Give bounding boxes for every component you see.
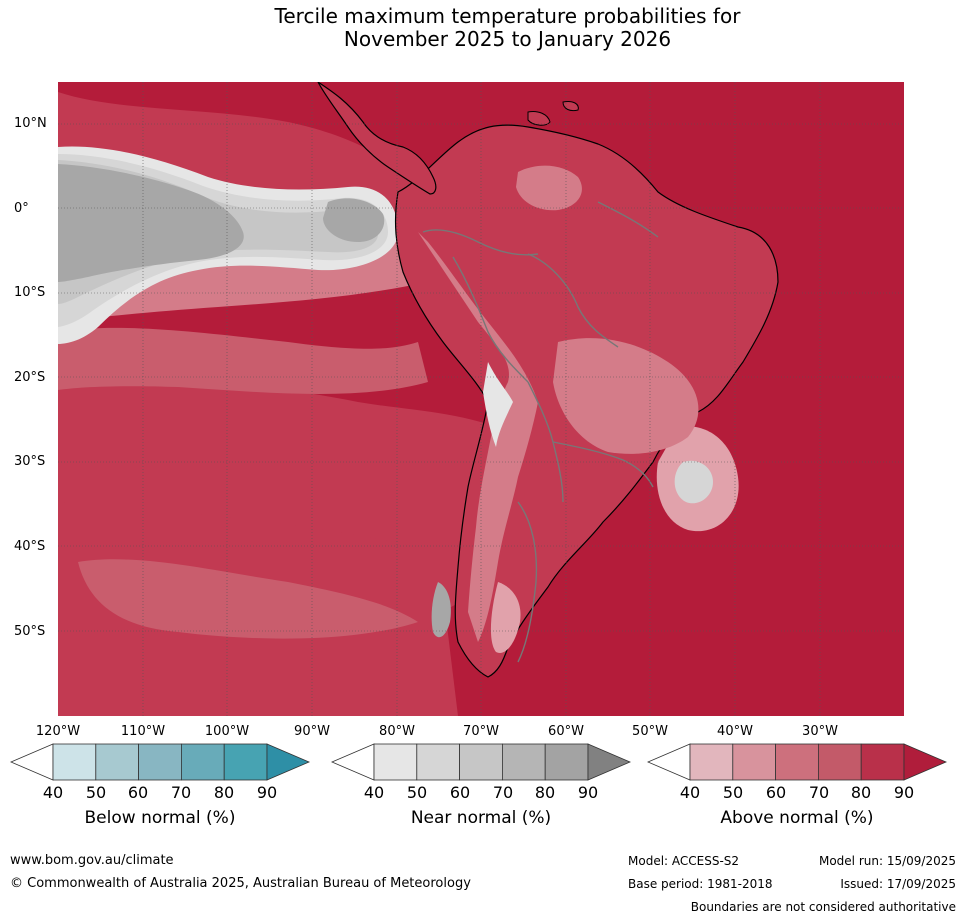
model-run-text: Model run: 15/09/2025 — [818, 854, 956, 868]
above-box-1 — [689, 743, 734, 781]
below-arrow-high — [266, 743, 310, 781]
above-box-2 — [732, 743, 777, 781]
lat-label-10n: 10°N — [14, 116, 47, 131]
above-box-4 — [817, 743, 862, 781]
above-box-5 — [860, 743, 905, 781]
continent-andes-near — [483, 362, 513, 447]
tick-below-80: 80 — [213, 783, 235, 802]
tick-near-80: 80 — [534, 783, 556, 802]
colorbar-near — [331, 743, 631, 781]
continent-north-light — [516, 165, 582, 211]
zone-near-atlantic-grey — [674, 460, 713, 504]
model-text: Model: ACCESS-S2 — [628, 854, 740, 868]
colorbar-above — [647, 743, 947, 781]
tick-below-90: 90 — [256, 783, 278, 802]
lon-label-70w: 70°W — [463, 724, 499, 739]
above-arrow-high — [903, 743, 947, 781]
near-box-5 — [544, 743, 589, 781]
lat-label-20s: 20°S — [14, 370, 46, 385]
lon-label-80w: 80°W — [379, 724, 415, 739]
tick-near-60: 60 — [449, 783, 471, 802]
above-box-3 — [775, 743, 819, 781]
website-text: www.bom.gov.au/climate — [10, 853, 174, 868]
lon-label-60w: 60°W — [548, 724, 584, 739]
tick-below-70: 70 — [170, 783, 192, 802]
lat-label-30s: 30°S — [14, 454, 46, 469]
tick-above-70: 70 — [808, 783, 830, 802]
colorbar-above-title: Above normal (%) — [720, 808, 874, 828]
zone-near-70-galapagos — [323, 198, 385, 242]
tick-above-50: 50 — [722, 783, 744, 802]
lat-label-40s: 40°S — [14, 539, 46, 554]
colorbar-below — [10, 743, 310, 781]
lon-label-90w: 90°W — [294, 724, 330, 739]
zone-above-70-south-pacific — [78, 559, 418, 639]
probability-map — [58, 82, 904, 716]
colorbar-near-title: Near normal (%) — [410, 808, 552, 828]
base-period-text: Base period: 1981-2018 — [628, 877, 773, 891]
below-box-5 — [223, 743, 268, 781]
lat-label-10s: 10°S — [14, 285, 46, 300]
lon-label-120w: 120°W — [35, 724, 81, 739]
title-line-2: November 2025 to January 2026 — [343, 27, 672, 51]
lon-label-40w: 40°W — [717, 724, 753, 739]
tick-near-70: 70 — [492, 783, 514, 802]
near-box-2 — [416, 743, 461, 781]
lon-label-30w: 30°W — [802, 724, 838, 739]
issued-text: Issued: 17/09/2025 — [840, 877, 956, 891]
tick-above-60: 60 — [765, 783, 787, 802]
above-arrow-low — [647, 743, 691, 781]
caribbean-island-1 — [527, 111, 551, 126]
tick-near-50: 50 — [406, 783, 428, 802]
tick-above-40: 40 — [679, 783, 701, 802]
patagonia-near — [431, 582, 451, 638]
tick-near-90: 90 — [577, 783, 599, 802]
chart-title: Tercile maximum temperature probabilitie… — [0, 5, 965, 51]
below-box-3 — [138, 743, 182, 781]
zone-near-70 — [58, 164, 244, 282]
below-arrow-low — [10, 743, 54, 781]
title-line-1: Tercile maximum temperature probabilitie… — [274, 4, 741, 28]
near-arrow-low — [331, 743, 375, 781]
lon-label-100w: 100°W — [204, 724, 250, 739]
zone-above-70-west — [58, 327, 428, 394]
tick-below-50: 50 — [85, 783, 107, 802]
continent-central-light — [553, 338, 699, 454]
central-america — [317, 82, 437, 195]
near-box-4 — [501, 743, 546, 781]
lat-label-0: 0° — [14, 201, 29, 216]
below-box-1 — [52, 743, 97, 781]
colorbar-below-title: Below normal (%) — [84, 808, 236, 828]
tick-near-40: 40 — [363, 783, 385, 802]
below-box-2 — [95, 743, 140, 781]
lat-label-50s: 50°S — [14, 624, 46, 639]
near-box-3 — [459, 743, 503, 781]
tick-below-40: 40 — [42, 783, 64, 802]
caribbean-island-2 — [562, 101, 579, 112]
continent-andes-light — [418, 232, 538, 642]
tick-below-60: 60 — [127, 783, 149, 802]
near-arrow-high — [587, 743, 631, 781]
graticule — [58, 82, 904, 716]
tick-above-80: 80 — [850, 783, 872, 802]
tick-above-90: 90 — [893, 783, 915, 802]
copyright-text: © Commonwealth of Australia 2025, Austra… — [10, 876, 471, 891]
patagonia-light — [490, 582, 521, 653]
country-borders — [422, 201, 659, 663]
near-box-1 — [373, 743, 418, 781]
disclaimer-text: Boundaries are not considered authoritat… — [690, 900, 956, 914]
lon-label-110w: 110°W — [120, 724, 166, 739]
lon-label-50w: 50°W — [632, 724, 668, 739]
below-box-4 — [180, 743, 225, 781]
